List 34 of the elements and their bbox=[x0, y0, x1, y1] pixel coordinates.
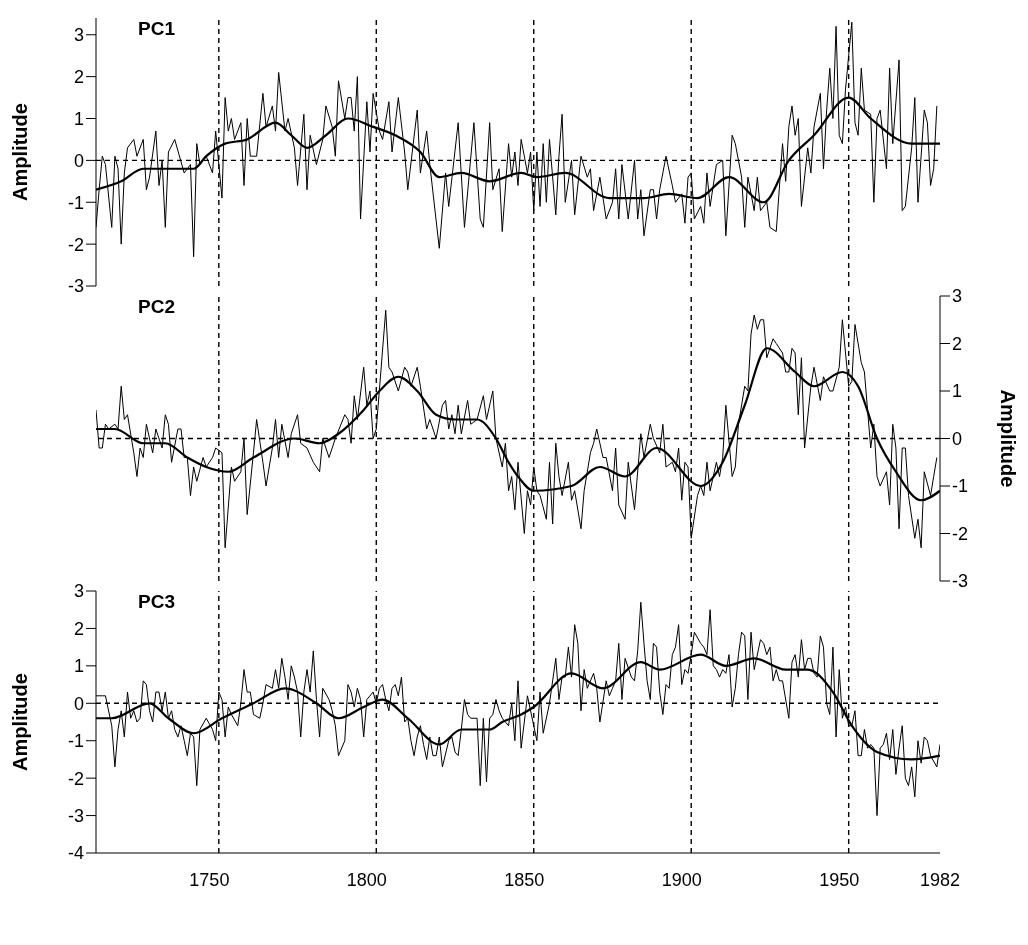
chart-title: PC1 bbox=[138, 18, 175, 40]
y-tick-label: -3 bbox=[952, 571, 969, 592]
y-axis-title: Amplitude bbox=[9, 673, 32, 771]
y-tick-label: -3 bbox=[67, 276, 84, 297]
y-tick-label: -2 bbox=[67, 768, 84, 789]
y-tick-label: 1 bbox=[73, 108, 84, 129]
y-tick-label: 0 bbox=[73, 150, 84, 171]
chart-title: PC2 bbox=[138, 296, 175, 318]
y-tick-label: -3 bbox=[67, 805, 84, 826]
y-tick-label: 2 bbox=[952, 333, 963, 354]
y-tick-label: 3 bbox=[73, 25, 84, 46]
y-tick-label: -2 bbox=[952, 523, 969, 544]
y-tick-label: 1 bbox=[73, 656, 84, 677]
y-tick-label: 2 bbox=[73, 618, 84, 639]
x-tick-label: 1900 bbox=[661, 869, 702, 890]
y-tick-label: -2 bbox=[67, 234, 84, 255]
y-tick-label: -1 bbox=[67, 192, 84, 213]
y-tick-label: 0 bbox=[73, 693, 84, 714]
chart-title: PC3 bbox=[138, 591, 175, 613]
y-tick-label: 3 bbox=[73, 581, 84, 602]
y-tick-label: -1 bbox=[67, 731, 84, 752]
y-tick-label: 0 bbox=[952, 428, 963, 449]
y-tick-label: -4 bbox=[67, 843, 84, 864]
x-tick-label: 1800 bbox=[346, 869, 387, 890]
x-tick-label: 1950 bbox=[819, 869, 860, 890]
y-tick-label: 2 bbox=[73, 67, 84, 88]
y-tick-label: -1 bbox=[952, 476, 969, 497]
y-axis-title: Amplitude bbox=[9, 103, 32, 201]
y-tick-label: 3 bbox=[952, 286, 963, 307]
x-tick-label: 1850 bbox=[504, 869, 545, 890]
x-tick-label: 1982 bbox=[919, 869, 961, 890]
x-tick-label: 1750 bbox=[189, 869, 230, 890]
y-tick-label: 1 bbox=[952, 381, 963, 402]
y-axis-title: Amplitude bbox=[996, 389, 1019, 488]
